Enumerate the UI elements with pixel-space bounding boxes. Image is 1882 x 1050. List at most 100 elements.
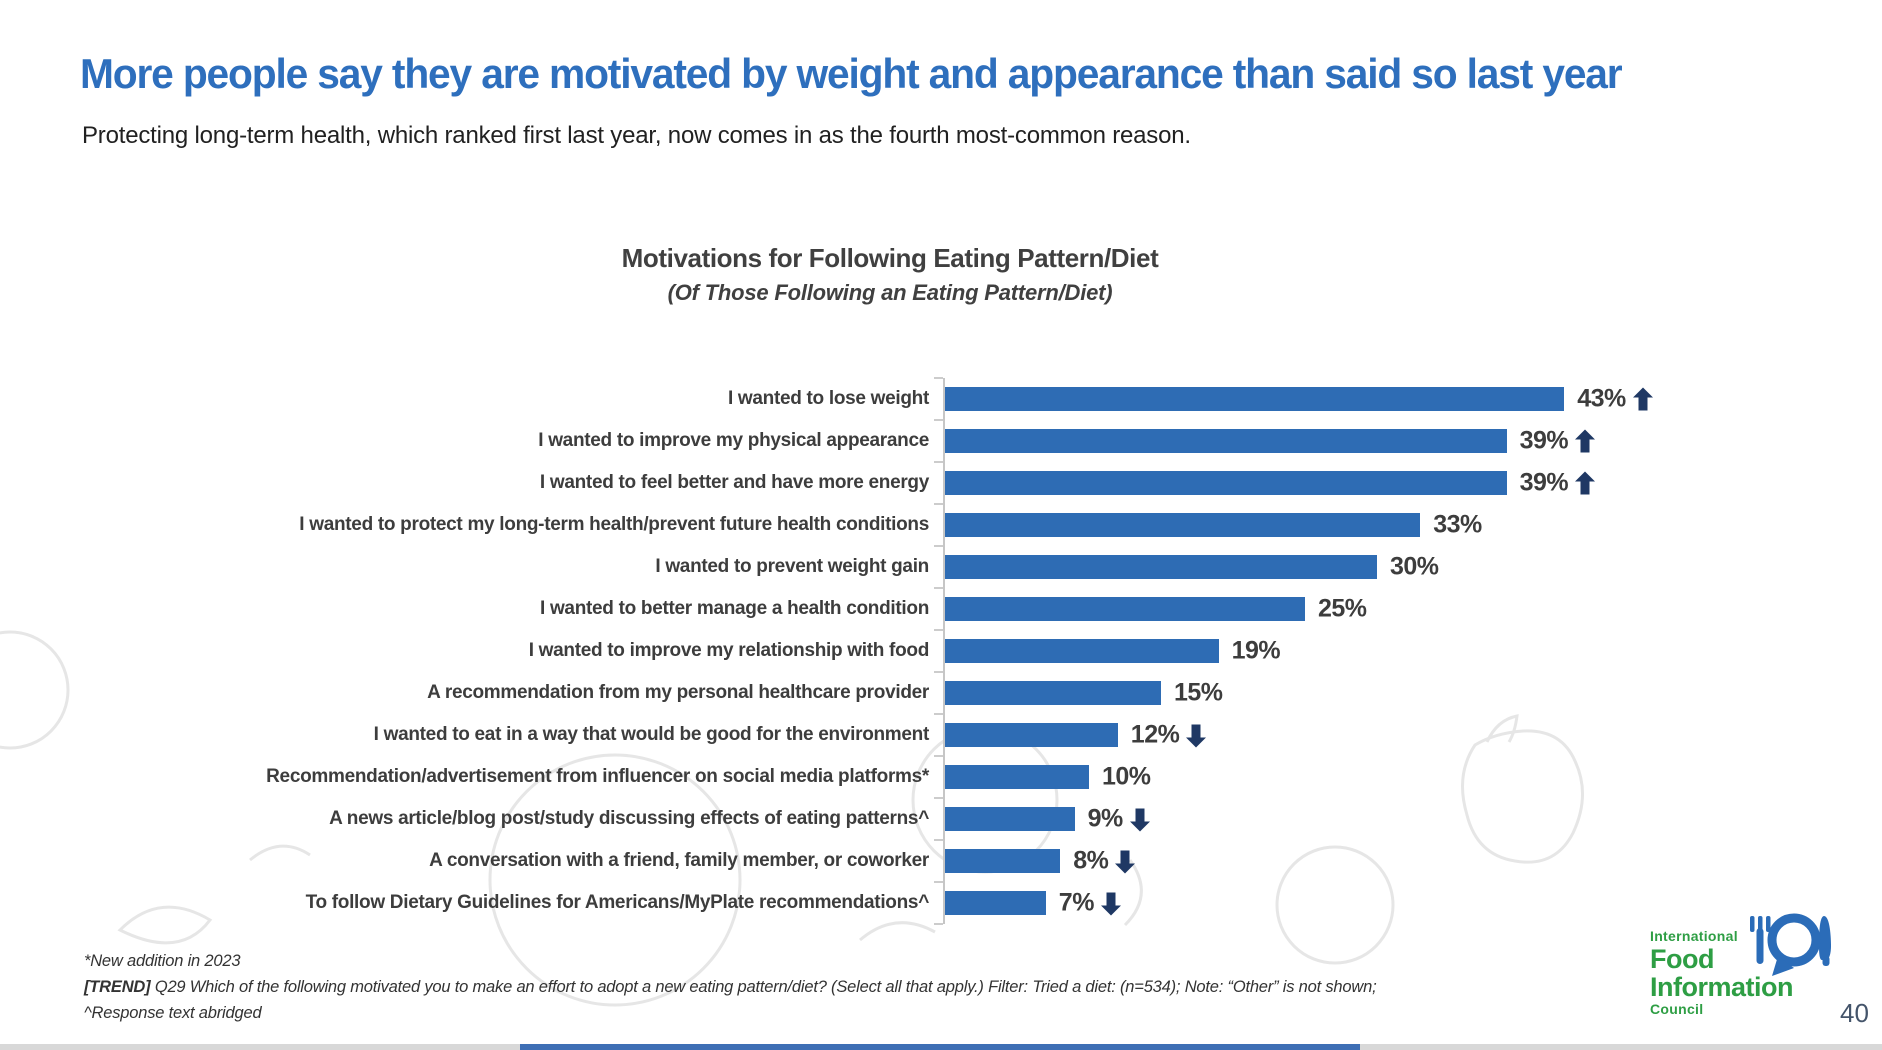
bar-track: 43% (934, 377, 1850, 420)
chart-subtitle: (Of Those Following an Eating Pattern/Di… (667, 280, 1113, 305)
value-label: 30% (1390, 552, 1439, 581)
bar-row: I wanted to feel better and have more en… (80, 461, 1850, 504)
footnotes: *New addition in 2023 [TREND] Q29 Which … (84, 948, 1584, 1026)
value-label: 25% (1318, 594, 1367, 623)
bar-track: 25% (934, 587, 1850, 630)
bar-chart: I wanted to lose weight 43% I wanted to … (80, 377, 1850, 925)
category-label: A conversation with a friend, family mem… (429, 850, 929, 871)
value-label: 43% (1577, 384, 1626, 413)
bar-track: 39% (934, 419, 1850, 462)
value-label-group: 9% (1088, 805, 1150, 834)
footnote-response-abridged: ^Response text abridged (84, 1004, 262, 1022)
footnote-question-text: Q29 Which of the following motivated you… (154, 978, 1377, 996)
value-label: 19% (1231, 636, 1281, 665)
bar-row: A news article/blog post/study discussin… (80, 797, 1850, 840)
bar-row: I wanted to eat in a way that would be g… (80, 713, 1850, 756)
bar (945, 429, 1507, 453)
value-label: 39% (1519, 426, 1569, 455)
value-label-group: 25% (1318, 595, 1367, 624)
category-label: I wanted to improve my physical appearan… (538, 430, 929, 451)
logo-information: Information (1650, 972, 1794, 1002)
value-label: 39% (1519, 468, 1569, 497)
value-label-group: 8% (1073, 846, 1136, 876)
trend-down-icon (1115, 849, 1136, 873)
trend-tag: [TREND] (84, 978, 151, 996)
bar (945, 471, 1507, 495)
category-label: A news article/blog post/study discussin… (329, 808, 929, 829)
logo-council: Council (1650, 1001, 1704, 1017)
bar (945, 513, 1421, 537)
value-label-group: 19% (1232, 637, 1281, 666)
bar (945, 849, 1061, 873)
bar-row: I wanted to improve my physical appearan… (80, 419, 1850, 462)
bar-track: 12% (934, 713, 1850, 756)
bar-track: 8% (934, 839, 1850, 882)
bar (945, 765, 1089, 789)
value-label: 15% (1174, 678, 1223, 707)
category-label: I wanted to eat in a way that would be g… (373, 724, 930, 745)
bar (945, 807, 1075, 831)
bar-track: 33% (934, 503, 1850, 546)
plate-fork-knife-icon (1750, 913, 1831, 976)
chart-title: Motivations for Following Eating Pattern… (621, 243, 1159, 273)
category-label: I wanted to improve my relationship with… (528, 640, 930, 661)
bar-row: I wanted to better manage a health condi… (80, 587, 1850, 630)
bar-track: 9% (934, 797, 1850, 840)
value-label-group: 30% (1390, 553, 1439, 582)
value-label-group: 39% (1520, 469, 1596, 498)
bottom-blue-strip (520, 1044, 1360, 1050)
bar-rows: I wanted to lose weight 43% I wanted to … (80, 377, 1850, 925)
value-label: 7% (1058, 888, 1095, 917)
bar (945, 555, 1377, 579)
bar-track: 30% (934, 545, 1850, 588)
bar-track: 39% (934, 461, 1850, 504)
bar-track: 19% (934, 629, 1850, 672)
logo-international: International (1650, 928, 1738, 944)
bar (945, 681, 1161, 705)
bar-row: A conversation with a friend, family mem… (80, 839, 1850, 882)
category-label: To follow Dietary Guidelines for America… (305, 892, 930, 913)
bar-row: To follow Dietary Guidelines for America… (80, 881, 1850, 925)
bar-row: A recommendation from my personal health… (80, 671, 1850, 714)
value-label: 12% (1130, 720, 1180, 749)
value-label-group: 33% (1433, 511, 1482, 540)
bar-row: Recommendation/advertisement from influe… (80, 755, 1850, 798)
bar (945, 891, 1046, 915)
footnote-question: [TREND] Q29 Which of the following motiv… (84, 974, 1584, 1000)
value-label-group: 43% (1577, 385, 1653, 414)
trend-up-icon (1575, 429, 1596, 453)
trend-up-icon (1575, 471, 1596, 495)
value-label: 10% (1102, 762, 1151, 791)
slide-subtitle: Protecting long-term health, which ranke… (82, 122, 1191, 149)
bar-track: 15% (934, 671, 1850, 714)
logo-food: Food (1650, 944, 1714, 974)
bar (945, 639, 1219, 663)
bar-track: 10% (934, 755, 1850, 798)
category-label: I wanted to prevent weight gain (655, 556, 929, 577)
trend-down-icon (1186, 723, 1207, 747)
bar (945, 387, 1565, 411)
ific-logo: International Food Information Council (1650, 913, 1860, 1018)
category-label: I wanted to protect my long-term health/… (299, 514, 929, 535)
category-label: I wanted to feel better and have more en… (539, 472, 929, 493)
bar-row: I wanted to prevent weight gain 30% (80, 545, 1850, 588)
value-label-group: 7% (1059, 889, 1121, 918)
bar-row: I wanted to improve my relationship with… (80, 629, 1850, 672)
value-label-group: 15% (1174, 679, 1223, 708)
category-label: I wanted to lose weight (727, 388, 929, 409)
value-label: 9% (1087, 804, 1124, 833)
bar (945, 723, 1118, 747)
trend-up-icon (1632, 387, 1653, 411)
category-label: I wanted to better manage a health condi… (539, 598, 929, 619)
value-label: 33% (1433, 510, 1482, 539)
trend-down-icon (1100, 891, 1121, 915)
chart-header: Motivations for Following Eating Pattern… (0, 243, 1780, 306)
value-label-group: 39% (1520, 427, 1596, 456)
category-label: Recommendation/advertisement from influe… (266, 766, 929, 787)
value-label-group: 12% (1131, 721, 1207, 750)
value-label: 8% (1073, 846, 1109, 875)
value-label-group: 10% (1102, 763, 1151, 792)
bar-row: I wanted to lose weight 43% (80, 377, 1850, 420)
bar-track: 7% (934, 881, 1850, 925)
